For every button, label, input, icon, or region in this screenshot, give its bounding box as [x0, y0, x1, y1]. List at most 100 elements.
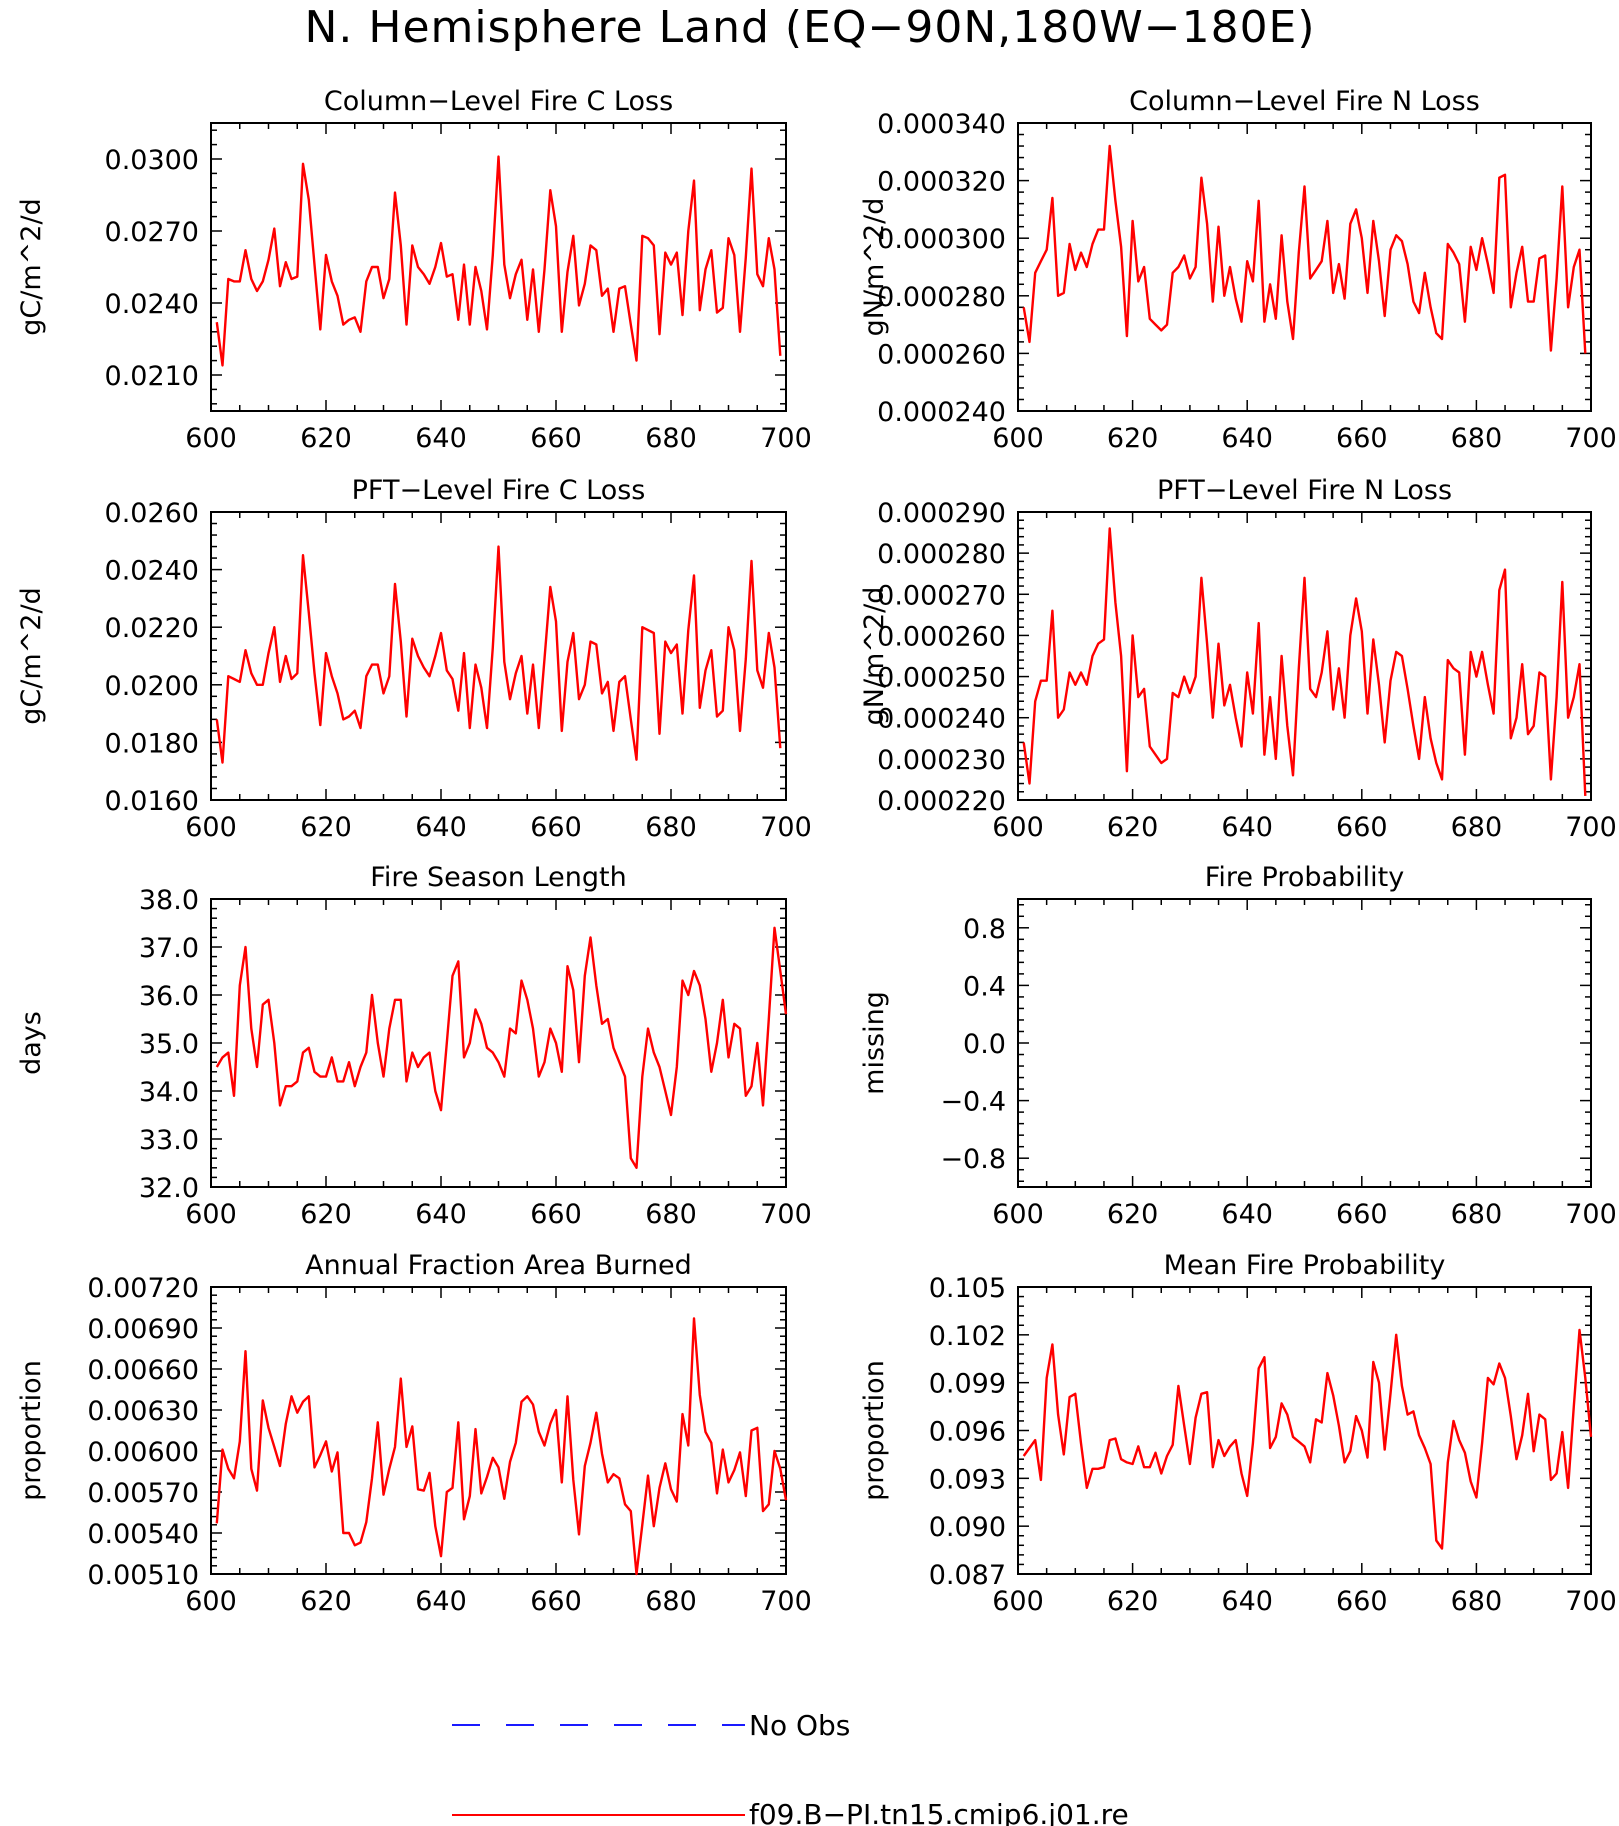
y-tick-label: 0.000220 — [877, 786, 1006, 817]
legend-label-model: f09.B−PI.tn15.cmip6.j01.re — [749, 1798, 1129, 1826]
y-tick-label: 0.000260 — [877, 339, 1006, 370]
y-tick-label: 0.0 — [963, 1029, 1006, 1060]
chart-panel-3: 600 620 640 660 680 700 0.0160 0.0180 0.0200 0.02… — [16, 475, 812, 843]
y-tick-label: 0.00540 — [87, 1519, 199, 1550]
y-tick-label: 0.000280 — [877, 539, 1006, 570]
y-tick-label: 0.000240 — [877, 704, 1006, 735]
x-tick-label: 600 — [185, 1586, 237, 1617]
y-axis-label: gN/m^2/d — [859, 587, 890, 726]
x-tick-label: 600 — [185, 812, 237, 843]
y-tick-label: 0.8 — [963, 914, 1006, 945]
y-tick-label: 32.0 — [139, 1173, 199, 1204]
x-tick-label: 700 — [760, 1586, 812, 1617]
x-tick-label: 660 — [530, 1586, 582, 1617]
y-tick-label: 0.090 — [929, 1512, 1006, 1543]
y-tick-label: 0.0240 — [105, 289, 199, 320]
y-axis-label: gC/m^2/d — [16, 198, 47, 335]
y-tick-label: 0.00660 — [87, 1355, 199, 1386]
y-tick-label: 0.0240 — [105, 556, 199, 587]
x-tick-label: 640 — [415, 1586, 467, 1617]
x-tick-label: 700 — [1565, 812, 1617, 843]
x-tick-label: 680 — [645, 423, 697, 454]
y-axis-label: gN/m^2/d — [859, 198, 890, 337]
chart-title: Column−Level Fire C Loss — [324, 86, 673, 117]
y-tick-label: −0.8 — [940, 1144, 1006, 1175]
plot-frame — [210, 1286, 787, 1575]
x-tick-label: 660 — [530, 812, 582, 843]
series-line-1 — [1022, 144, 1587, 354]
x-tick-label: 680 — [645, 812, 697, 843]
x-tick-label: 620 — [300, 812, 352, 843]
y-tick-label: 36.0 — [139, 981, 199, 1012]
chart-title: Annual Fraction Area Burned — [305, 1250, 692, 1281]
series-line-1 — [215, 926, 788, 1170]
x-tick-label: 620 — [300, 1586, 352, 1617]
x-tick-label: 680 — [645, 1199, 697, 1230]
x-tick-label: 640 — [415, 812, 467, 843]
x-tick-label: 640 — [415, 1199, 467, 1230]
y-axis-label: gC/m^2/d — [16, 587, 47, 724]
x-tick-label: 700 — [1565, 423, 1617, 454]
plot-frame — [210, 898, 787, 1188]
x-tick-label: 680 — [1451, 1199, 1503, 1230]
y-tick-label: 0.0160 — [105, 786, 199, 817]
x-tick-label: 640 — [1221, 1199, 1273, 1230]
y-tick-label: 0.099 — [929, 1369, 1006, 1400]
x-tick-label: 700 — [760, 423, 812, 454]
chart-panel-5: 600 620 640 660 680 700 32.0 33.0 34.0 35.0 36.0 37… — [16, 862, 812, 1230]
x-tick-label: 680 — [1451, 1586, 1503, 1617]
x-tick-label: 620 — [1107, 1199, 1159, 1230]
y-tick-label: 0.000240 — [877, 397, 1006, 428]
x-tick-label: 640 — [1221, 1586, 1273, 1617]
series-line-1 — [1022, 1328, 1593, 1550]
chart-panel-6: 600 620 640 660 680 700 −0.8 −0.4 0.0 0.4 0.8 Fire … — [859, 862, 1617, 1230]
chart-title: PFT−Level Fire N Loss — [1157, 475, 1452, 506]
chart-title: PFT−Level Fire C Loss — [352, 475, 646, 506]
y-tick-label: 0.0270 — [105, 217, 199, 248]
x-tick-label: 640 — [1221, 423, 1273, 454]
y-tick-label: 0.000270 — [877, 580, 1006, 611]
chart-title: Mean Fire Probability — [1164, 1250, 1446, 1281]
y-tick-label: 37.0 — [139, 933, 199, 964]
y-tick-label: 0.096 — [929, 1417, 1006, 1448]
x-tick-label: 660 — [530, 423, 582, 454]
y-tick-label: 0.0210 — [105, 361, 199, 392]
series-line-1 — [215, 1317, 788, 1576]
y-tick-label: 0.00720 — [87, 1273, 199, 1304]
y-tick-label: 0.000230 — [877, 745, 1006, 776]
y-tick-label: 0.000340 — [877, 109, 1006, 140]
x-tick-label: 660 — [530, 1199, 582, 1230]
x-tick-label: 660 — [1336, 1199, 1388, 1230]
chart-panel-7: 600 620 640 660 680 700 0.00510 0.00540 0.00570 0… — [16, 1250, 812, 1617]
y-tick-label: 0.000320 — [877, 167, 1006, 198]
y-tick-label: 0.0300 — [105, 145, 199, 176]
figure-title: N. Hemisphere Land (EQ−90N,180W−180E) — [304, 2, 1315, 53]
x-tick-label: 620 — [1107, 812, 1159, 843]
legend: No Obs f09.B−PI.tn15.cmip6.j01.re — [452, 1709, 1129, 1826]
x-tick-label: 600 — [992, 812, 1044, 843]
y-tick-label: 35.0 — [139, 1029, 199, 1060]
series-line-1 — [215, 545, 782, 764]
y-tick-label: 0.00600 — [87, 1437, 199, 1468]
plot-frame — [1017, 898, 1592, 1188]
y-tick-label: 0.000260 — [877, 621, 1006, 652]
y-tick-label: 0.0180 — [105, 728, 199, 759]
y-tick-label: 38.0 — [139, 885, 199, 916]
y-tick-label: 0.000250 — [877, 663, 1006, 694]
x-tick-label: 700 — [1565, 1199, 1617, 1230]
chart-title: Fire Probability — [1205, 862, 1405, 893]
y-tick-label: 0.4 — [963, 971, 1006, 1002]
y-axis-label: proportion — [16, 1360, 47, 1501]
x-tick-label: 620 — [300, 423, 352, 454]
x-tick-label: 600 — [992, 423, 1044, 454]
x-tick-label: 600 — [992, 1199, 1044, 1230]
x-tick-label: 640 — [415, 423, 467, 454]
y-tick-label: 0.00630 — [87, 1396, 199, 1427]
x-tick-label: 620 — [300, 1199, 352, 1230]
x-tick-label: 620 — [1107, 1586, 1159, 1617]
y-tick-label: −0.4 — [940, 1087, 1006, 1118]
x-tick-label: 660 — [1336, 423, 1388, 454]
y-tick-label: 0.0260 — [105, 498, 199, 529]
series-line-1 — [215, 155, 782, 367]
